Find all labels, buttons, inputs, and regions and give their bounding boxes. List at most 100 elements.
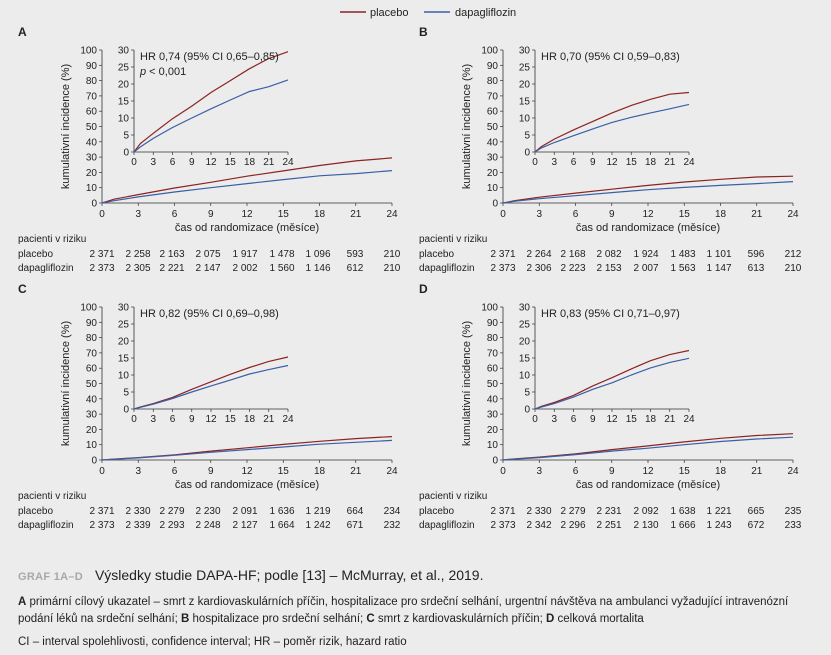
risk-cell-placebo: 2 092 — [633, 506, 658, 517]
main-y-tick-label: 30 — [86, 153, 98, 164]
main-x-tick-label: 21 — [350, 466, 362, 477]
caption-key-c: C — [366, 613, 375, 625]
inset-x-tick-label: 6 — [571, 157, 577, 168]
main-x-tick-label: 24 — [386, 466, 398, 477]
main-x-tick-label: 12 — [642, 466, 654, 477]
risk-cell-placebo: 2 371 — [490, 249, 515, 260]
inset-x-tick-label: 18 — [645, 414, 657, 425]
main-y-tick-label: 60 — [86, 364, 98, 375]
caption-text-d: celková mortalita — [554, 613, 644, 625]
legend-label-dapagliflozin: dapagliflozin — [455, 7, 516, 19]
risk-cell-dapagliflozin: 1 242 — [305, 520, 330, 531]
main-y-tick-label: 100 — [481, 303, 498, 314]
inset-x-tick-label: 15 — [225, 157, 237, 168]
inset-x-tick-label: 9 — [189, 414, 195, 425]
caption-text-b: hospitalizace pro srdeční selhání; — [189, 613, 367, 625]
main-y-tick-label: 70 — [487, 91, 499, 102]
risk-cell-dapagliflozin: 2 127 — [232, 520, 257, 531]
risk-row-label-dapagliflozin: dapagliflozin — [18, 263, 74, 274]
inset-x-tick-label: 9 — [590, 414, 596, 425]
main-y-tick-label: 10 — [487, 440, 499, 451]
main-y-tick-label: 10 — [86, 183, 98, 194]
caption-title: Výsledky studie DAPA-HF; podle [13] – Mc… — [94, 567, 484, 583]
risk-cell-placebo: 2 258 — [125, 249, 150, 260]
main-x-tick-label: 21 — [751, 209, 763, 220]
inset-x-tick-label: 0 — [131, 414, 137, 425]
risk-cell-dapagliflozin: 1 146 — [305, 263, 330, 274]
risk-cell-dapagliflozin: 1 563 — [670, 263, 695, 274]
inset-y-tick-label: 30 — [519, 303, 531, 314]
risk-cell-dapagliflozin: 2 002 — [232, 263, 257, 274]
hazard-ratio-annotation: HR 0,70 (95% CI 0,59–0,83) — [541, 51, 680, 63]
inset-x-tick-label: 21 — [664, 414, 676, 425]
risk-cell-dapagliflozin: 1 664 — [269, 520, 294, 531]
main-y-tick-label: 80 — [487, 76, 499, 87]
inset-y-tick-label: 0 — [123, 148, 129, 159]
risk-cell-placebo: 665 — [748, 506, 765, 517]
risk-cell-dapagliflozin: 2 130 — [633, 520, 658, 531]
risk-cell-dapagliflozin: 233 — [785, 520, 802, 531]
main-y-tick-label: 100 — [80, 303, 97, 314]
inset-series-line-placebo — [133, 51, 289, 153]
inset-x-tick-label: 12 — [205, 157, 217, 168]
x-axis-label: čas od randomizace (měsíce) — [175, 222, 319, 234]
inset-y-tick-label: 20 — [519, 337, 531, 348]
risk-cell-dapagliflozin: 612 — [347, 263, 364, 274]
inset-y-tick-label: 30 — [118, 46, 130, 57]
y-axis-label: kumulativní incidence (%) — [461, 64, 473, 189]
inset-y-tick-label: 30 — [118, 303, 130, 314]
main-x-tick-label: 9 — [609, 466, 615, 477]
main-y-tick-label: 10 — [86, 440, 98, 451]
risk-cell-placebo: 2 264 — [526, 249, 551, 260]
risk-cell-placebo: 1 478 — [269, 249, 294, 260]
inset-x-tick-label: 6 — [170, 414, 176, 425]
inset-x-tick-label: 3 — [150, 157, 156, 168]
main-x-tick-label: 9 — [609, 209, 615, 220]
main-x-tick-label: 0 — [500, 466, 506, 477]
caption-description: A primární cílový ukazatel – smrt z kard… — [18, 594, 818, 628]
main-y-tick-label: 20 — [86, 425, 98, 436]
main-y-tick-label: 50 — [86, 379, 98, 390]
main-x-tick-label: 18 — [715, 466, 727, 477]
main-y-tick-label: 40 — [487, 394, 499, 405]
risk-cell-placebo: 2 075 — [195, 249, 220, 260]
risk-row-label-dapagliflozin: dapagliflozin — [419, 263, 475, 274]
x-axis-label: čas od randomizace (měsíce) — [175, 479, 319, 491]
hazard-ratio-annotation: HR 0,83 (95% CI 0,71–0,97) — [541, 308, 680, 320]
risk-cell-placebo: 1 917 — [232, 249, 257, 260]
inset-y-tick-label: 15 — [519, 97, 531, 108]
main-x-tick-label: 0 — [99, 209, 105, 220]
inset-y-tick-label: 25 — [519, 320, 531, 331]
risk-cell-placebo: 1 636 — [269, 506, 294, 517]
main-y-tick-label: 80 — [86, 333, 98, 344]
risk-cell-dapagliflozin: 2 339 — [125, 520, 150, 531]
inset-y-tick-label: 15 — [118, 354, 130, 365]
main-y-tick-label: 40 — [487, 137, 499, 148]
main-y-tick-label: 70 — [86, 348, 98, 359]
inset-x-tick-label: 3 — [551, 157, 557, 168]
main-x-tick-label: 24 — [386, 209, 398, 220]
main-x-tick-label: 3 — [135, 209, 141, 220]
figure-caption: GRAF 1A–D Výsledky studie DAPA-HF; podle… — [18, 566, 818, 651]
risk-cell-dapagliflozin: 232 — [384, 520, 401, 531]
inset-y-tick-label: 5 — [123, 388, 129, 399]
main-series-line-dapagliflozin — [101, 439, 393, 461]
inset-x-tick-label: 18 — [244, 157, 256, 168]
risk-cell-dapagliflozin: 210 — [384, 263, 401, 274]
risk-cell-placebo: 2 230 — [195, 506, 220, 517]
legend-label-placebo: placebo — [370, 7, 409, 19]
main-series-line-dapagliflozin — [502, 181, 794, 204]
inset-series-line-dapagliflozin — [534, 103, 690, 153]
risk-cell-placebo: 1 924 — [633, 249, 658, 260]
inset-x-tick-label: 6 — [170, 157, 176, 168]
risk-cell-placebo: 1 221 — [706, 506, 731, 517]
y-axis-label: kumulativní incidence (%) — [60, 321, 72, 446]
main-y-tick-label: 80 — [487, 333, 499, 344]
risk-table-header: pacienti v riziku — [18, 491, 86, 502]
risk-cell-dapagliflozin: 2 296 — [560, 520, 585, 531]
risk-cell-placebo: 596 — [748, 249, 765, 260]
main-y-tick-label: 50 — [487, 379, 499, 390]
main-x-tick-label: 15 — [679, 466, 691, 477]
risk-cell-placebo: 1 219 — [305, 506, 330, 517]
